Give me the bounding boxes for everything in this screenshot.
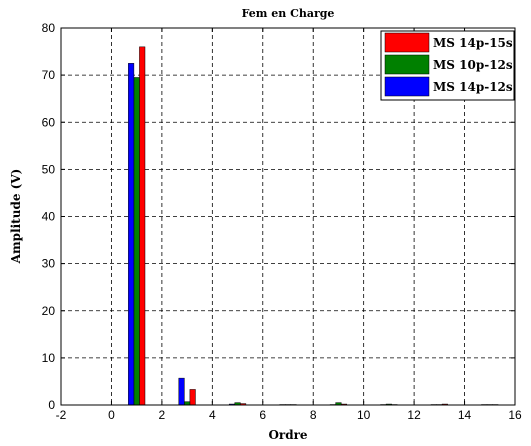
legend-swatch (384, 76, 430, 97)
y-tick-label: 50 (42, 162, 56, 176)
y-axis-label: Amplitude (V) (9, 169, 23, 265)
x-tick-label: 10 (357, 408, 371, 422)
x-tick-label: 8 (310, 408, 317, 422)
x-tick-label: 6 (259, 408, 266, 422)
legend-label: MS 14p-15s (433, 36, 513, 50)
y-tick-label: 80 (42, 21, 56, 35)
bar-ms-10p-12s-order-1 (133, 77, 140, 406)
x-tick-label: 4 (209, 408, 216, 422)
legend-swatch (384, 54, 430, 75)
chart-title: Fem en Charge (242, 7, 335, 20)
y-tick-label: 70 (42, 68, 56, 82)
y-tick-label: 40 (42, 210, 56, 224)
bar-ms-14p-15s-order-1 (139, 46, 146, 406)
y-tick-label: 20 (42, 304, 56, 318)
legend: MS 14p-15s MS 10p-12s MS 14p-12s (380, 30, 515, 101)
y-tick-label: 0 (48, 398, 55, 412)
bar-ms-14p-12s-order-3 (178, 377, 185, 406)
x-tick-label: 16 (508, 408, 522, 422)
bar-ms-14p-12s-order-1 (128, 63, 135, 406)
grid-lines (61, 28, 515, 405)
legend-swatch (384, 32, 430, 53)
x-tick-label: 12 (407, 408, 421, 422)
y-tick-label: 10 (42, 351, 56, 365)
x-tick-label: 0 (108, 408, 115, 422)
y-tick-label: 60 (42, 115, 56, 129)
x-tick-label: 14 (458, 408, 472, 422)
bar-ms-14p-15s-order-3 (189, 389, 196, 406)
x-tick-label: -2 (56, 408, 67, 422)
x-axis-label: Ordre (268, 428, 307, 442)
legend-label: MS 10p-12s (433, 58, 513, 72)
legend-label: MS 14p-12s (433, 80, 513, 94)
y-tick-label: 30 (42, 257, 56, 271)
x-tick-label: 2 (159, 408, 166, 422)
